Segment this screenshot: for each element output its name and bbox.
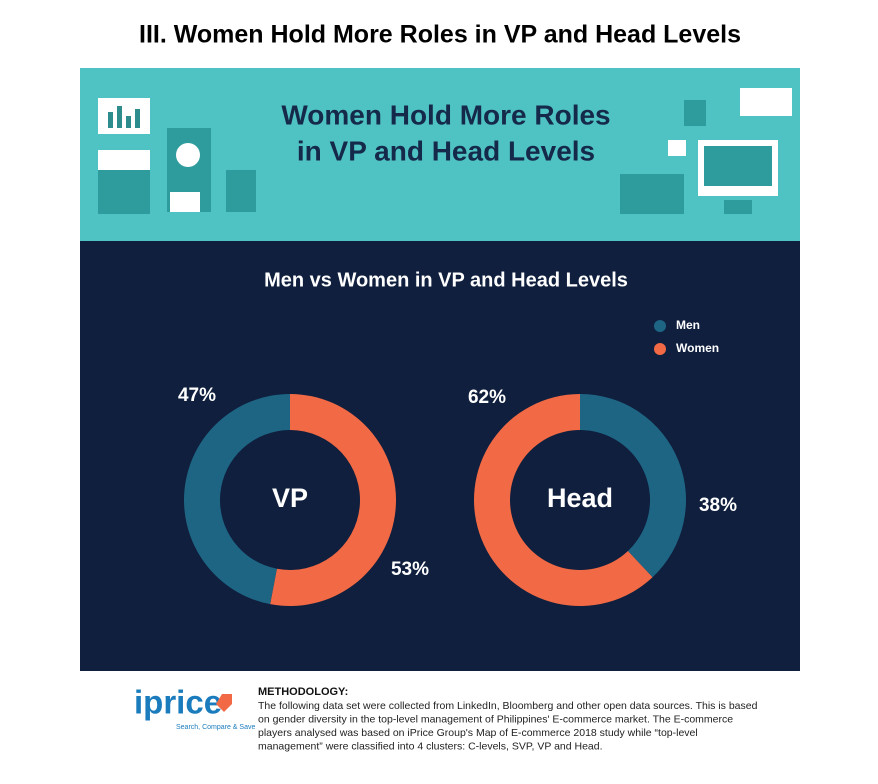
- donut-center-label: VP: [272, 483, 308, 513]
- donut-segment: [184, 394, 290, 605]
- banner-icons: [98, 88, 792, 214]
- legend-swatch: [654, 320, 666, 332]
- value-label: 53%: [391, 559, 429, 580]
- value-label: 47%: [178, 385, 216, 406]
- page-title: III. Women Hold More Roles in VP and Hea…: [139, 21, 741, 49]
- chart-title: Men vs Women in VP and Head Levels: [264, 269, 628, 291]
- donut-segment: [580, 394, 687, 578]
- donut-segment: [474, 394, 653, 606]
- legend-label: Women: [676, 341, 719, 355]
- logo-tag: [216, 694, 232, 712]
- donut-center-label: Head: [547, 483, 613, 513]
- legend-label: Men: [676, 318, 700, 332]
- chart-panel: [80, 241, 800, 671]
- donut-segment: [270, 394, 397, 606]
- logo-tagline: Search, Compare & Save: [176, 724, 255, 731]
- methodology-line: The following data set were collected fr…: [258, 700, 758, 712]
- methodology-line: management” were classified into 4 clust…: [258, 740, 603, 752]
- value-label: 62%: [468, 387, 506, 408]
- banner-title-line: Women Hold More Roles: [281, 99, 610, 130]
- methodology-line: players analysed was based on iPrice Gro…: [258, 727, 698, 739]
- legend-swatch: [654, 343, 666, 355]
- value-label: 38%: [699, 495, 737, 516]
- methodology-title: METHODOLOGY:: [258, 686, 348, 698]
- banner-title-line: in VP and Head Levels: [297, 135, 595, 166]
- methodology-line: on gender diversity in the top-level man…: [258, 713, 733, 725]
- logo: iprice: [134, 684, 222, 721]
